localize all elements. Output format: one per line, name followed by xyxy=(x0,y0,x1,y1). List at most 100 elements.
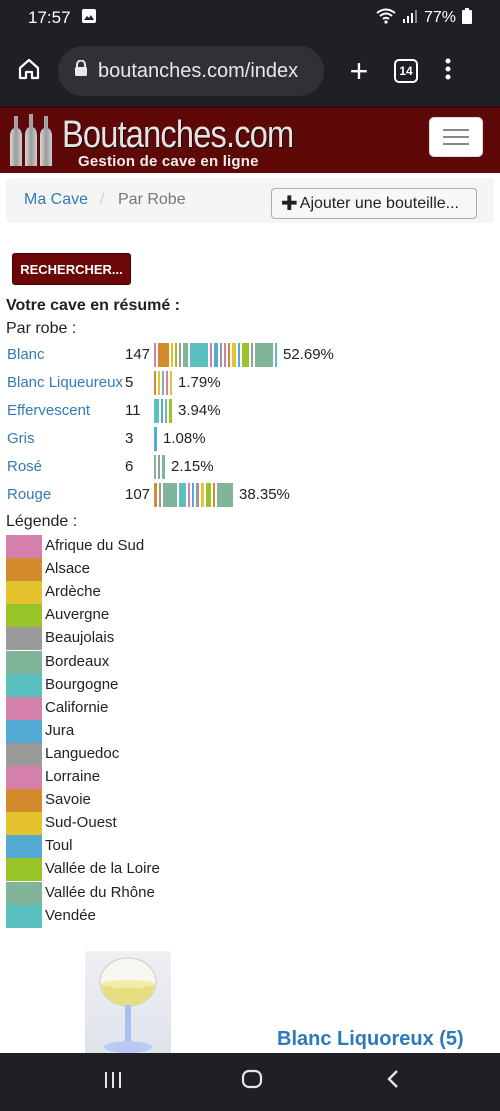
system-navigation-bar xyxy=(0,1053,500,1111)
bar-segment[interactable] xyxy=(179,483,186,507)
home-icon[interactable] xyxy=(0,57,58,86)
legend-item: Bordeaux xyxy=(6,650,256,674)
bar-segment[interactable] xyxy=(196,483,199,507)
breadcrumb-current: Par Robe xyxy=(118,191,186,208)
robe-link[interactable]: Rosé xyxy=(7,458,43,475)
robe-link[interactable]: Blanc xyxy=(7,346,45,363)
bar-segment[interactable] xyxy=(163,483,177,507)
robe-row: Effervescent 11 3.94% xyxy=(6,399,496,423)
robe-link[interactable]: Rouge xyxy=(7,486,52,503)
robe-region-bar xyxy=(154,371,174,395)
legend-label: Bordeaux xyxy=(45,652,110,670)
recent-apps-icon[interactable] xyxy=(103,1068,123,1095)
bar-segment[interactable] xyxy=(169,399,172,423)
wine-glass-image xyxy=(85,951,171,1053)
legend-swatch xyxy=(6,604,42,628)
bar-segment[interactable] xyxy=(242,343,249,367)
robe-percent: 2.15% xyxy=(171,458,214,475)
legend-swatch xyxy=(6,742,42,766)
bar-segment[interactable] xyxy=(158,343,169,367)
legend-label: Bourgogne xyxy=(45,675,119,693)
bar-segment[interactable] xyxy=(158,371,160,395)
bar-segment[interactable] xyxy=(170,371,172,395)
bar-segment[interactable] xyxy=(154,371,156,395)
bar-segment[interactable] xyxy=(154,343,156,367)
bar-segment[interactable] xyxy=(228,343,230,367)
bar-segment[interactable] xyxy=(165,399,167,423)
bar-segment[interactable] xyxy=(175,343,177,367)
bar-segment[interactable] xyxy=(224,343,226,367)
url-text: boutanches.com/index xyxy=(98,59,299,82)
bar-segment[interactable] xyxy=(201,483,204,507)
bar-segment[interactable] xyxy=(206,483,211,507)
legend-swatch xyxy=(6,696,42,720)
bar-segment[interactable] xyxy=(161,399,163,423)
bar-segment[interactable] xyxy=(192,483,194,507)
bar-segment[interactable] xyxy=(190,343,208,367)
tab-switcher-button[interactable]: 14 xyxy=(394,59,418,83)
breadcrumb-separator: / xyxy=(100,191,105,208)
new-tab-button[interactable]: + xyxy=(349,53,369,89)
bar-segment[interactable] xyxy=(217,483,233,507)
robe-link[interactable]: Effervescent xyxy=(7,402,91,419)
legend-swatch xyxy=(6,858,42,882)
legend-swatch xyxy=(6,627,42,651)
bar-segment[interactable] xyxy=(213,483,215,507)
bar-segment[interactable] xyxy=(158,455,160,479)
legend-item: Afrique du Sud xyxy=(6,535,256,558)
add-bottle-label: Ajouter une bouteille... xyxy=(299,194,459,212)
legend-item: Vallée de la Loire xyxy=(6,858,256,882)
robe-percent: 3.94% xyxy=(178,402,221,419)
legend-label: Alsace xyxy=(45,560,91,578)
legend-item: Sud-Ouest xyxy=(6,812,256,836)
site-header: Boutanches.com Gestion de cave en ligne xyxy=(0,106,500,173)
bar-segment[interactable] xyxy=(162,371,164,395)
bar-segment[interactable] xyxy=(171,343,173,367)
site-logo-text[interactable]: Boutanches.com xyxy=(62,114,294,156)
bar-segment[interactable] xyxy=(220,343,222,367)
legend-item: Vallée du Rhône xyxy=(6,881,256,905)
legend-swatch xyxy=(6,558,42,582)
bar-segment[interactable] xyxy=(232,343,236,367)
legend-item: Californie xyxy=(6,696,256,720)
bar-segment[interactable] xyxy=(251,343,253,367)
bar-segment[interactable] xyxy=(154,483,157,507)
legend-swatch xyxy=(6,719,42,743)
search-button[interactable]: RECHERCHER... xyxy=(12,253,131,285)
bar-segment[interactable] xyxy=(183,343,188,367)
bar-segment[interactable] xyxy=(210,343,212,367)
robe-count: 147 xyxy=(125,346,151,363)
bar-segment[interactable] xyxy=(238,343,240,367)
status-bar: 17:57 77% xyxy=(0,0,500,36)
bottles-logo-icon[interactable] xyxy=(6,114,56,171)
section-title-link[interactable]: Blanc Liquoreux (5) xyxy=(277,1028,464,1050)
legend-swatch xyxy=(6,904,42,928)
browser-menu-icon[interactable] xyxy=(418,58,478,85)
bar-segment[interactable] xyxy=(275,343,277,367)
bar-segment[interactable] xyxy=(188,483,190,507)
bar-segment[interactable] xyxy=(166,371,168,395)
bar-segment[interactable] xyxy=(154,455,156,479)
clock: 17:57 xyxy=(28,8,71,27)
lock-icon xyxy=(74,59,88,83)
breadcrumb-ma-cave-link[interactable]: Ma Cave xyxy=(24,191,89,208)
bar-segment[interactable] xyxy=(154,399,159,423)
bar-segment[interactable] xyxy=(214,343,218,367)
legend-swatch xyxy=(6,581,42,605)
bar-segment[interactable] xyxy=(255,343,273,367)
bar-segment[interactable] xyxy=(179,343,181,367)
legend-label: Lorraine xyxy=(45,768,101,785)
legend-item: Toul xyxy=(6,835,256,859)
home-button-icon[interactable] xyxy=(241,1068,263,1095)
back-icon[interactable] xyxy=(384,1068,400,1095)
bar-segment[interactable] xyxy=(159,483,161,507)
bar-segment[interactable] xyxy=(154,427,157,451)
robe-link[interactable]: Gris xyxy=(7,430,35,447)
add-bottle-button[interactable]: ✚ Ajouter une bouteille... xyxy=(271,188,477,219)
legend-label: Californie xyxy=(45,698,109,716)
robe-link[interactable]: Blanc Liqueureux xyxy=(7,374,123,391)
hamburger-menu-button[interactable] xyxy=(429,117,483,157)
bar-segment[interactable] xyxy=(162,455,165,479)
url-bar[interactable]: boutanches.com/index xyxy=(58,46,324,96)
legend-item: Beaujolais xyxy=(6,627,256,651)
